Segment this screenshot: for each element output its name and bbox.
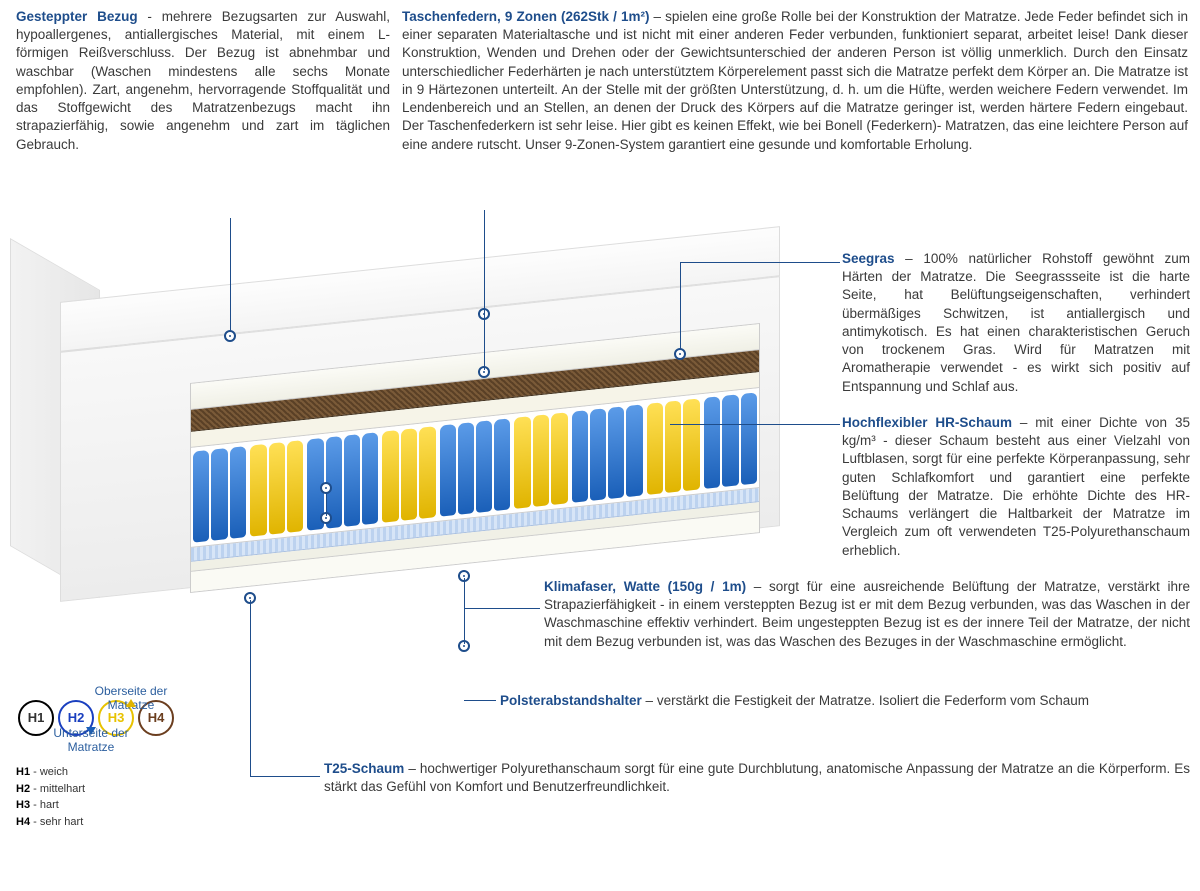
hardness-legend: Oberseite der Matratze H1 H2 H3 H4 Unter…: [16, 700, 176, 830]
pocket-springs-text: spielen eine große Rolle bei der Konstru…: [402, 9, 1188, 152]
connector-line: [250, 600, 251, 776]
hr-foam-description: Hochflexibler HR-Schaum – mit einer Dich…: [842, 414, 1190, 560]
connector-line: [670, 424, 840, 425]
pocket-springs-title: Taschenfedern, 9 Zonen (262Stk / 1m²): [402, 9, 649, 24]
klimafaser-title: Klimafaser, Watte (150g / 1m): [544, 579, 746, 594]
connector-line: [484, 210, 485, 370]
polster-description: Polsterabstandshalter – verstärkt die Fe…: [500, 692, 1190, 710]
klimafaser-description: Klimafaser, Watte (150g / 1m) – sorgt fü…: [544, 578, 1190, 651]
t25-description: T25-Schaum – hochwertiger Polyurethansch…: [324, 760, 1190, 796]
t25-title: T25-Schaum: [324, 761, 404, 776]
hardness-list: H1 - weich H2 - mittelhart H3 - hart H4 …: [16, 764, 176, 830]
hr-foam-title: Hochflexibler HR-Schaum: [842, 415, 1012, 430]
cover-title: Gesteppter Bezug: [16, 9, 138, 24]
seagrass-description: Seegras – 100% natürlicher Rohstoff gewö…: [842, 250, 1190, 396]
legend-bottom-label: Unterseite der Matratze: [46, 726, 136, 754]
seagrass-title: Seegras: [842, 251, 895, 266]
cover-description: Gesteppter Bezug - mehrere Bezugsarten z…: [16, 8, 390, 154]
connector-line: [680, 262, 840, 263]
connector-line: [464, 578, 465, 644]
connector-line: [464, 700, 496, 701]
connector-line: [250, 776, 320, 777]
polster-title: Polsterabstandshalter: [500, 693, 642, 708]
cover-text: mehrere Bezugsarten zur Auswahl, hypoall…: [16, 9, 390, 152]
connector-line: [680, 262, 681, 350]
arrow-up-icon: [126, 699, 136, 707]
connector-line: [464, 608, 540, 609]
connector-line: [326, 492, 327, 516]
connector-line: [230, 218, 231, 332]
pocket-springs-description: Taschenfedern, 9 Zonen (262Stk / 1m²) – …: [402, 8, 1188, 154]
